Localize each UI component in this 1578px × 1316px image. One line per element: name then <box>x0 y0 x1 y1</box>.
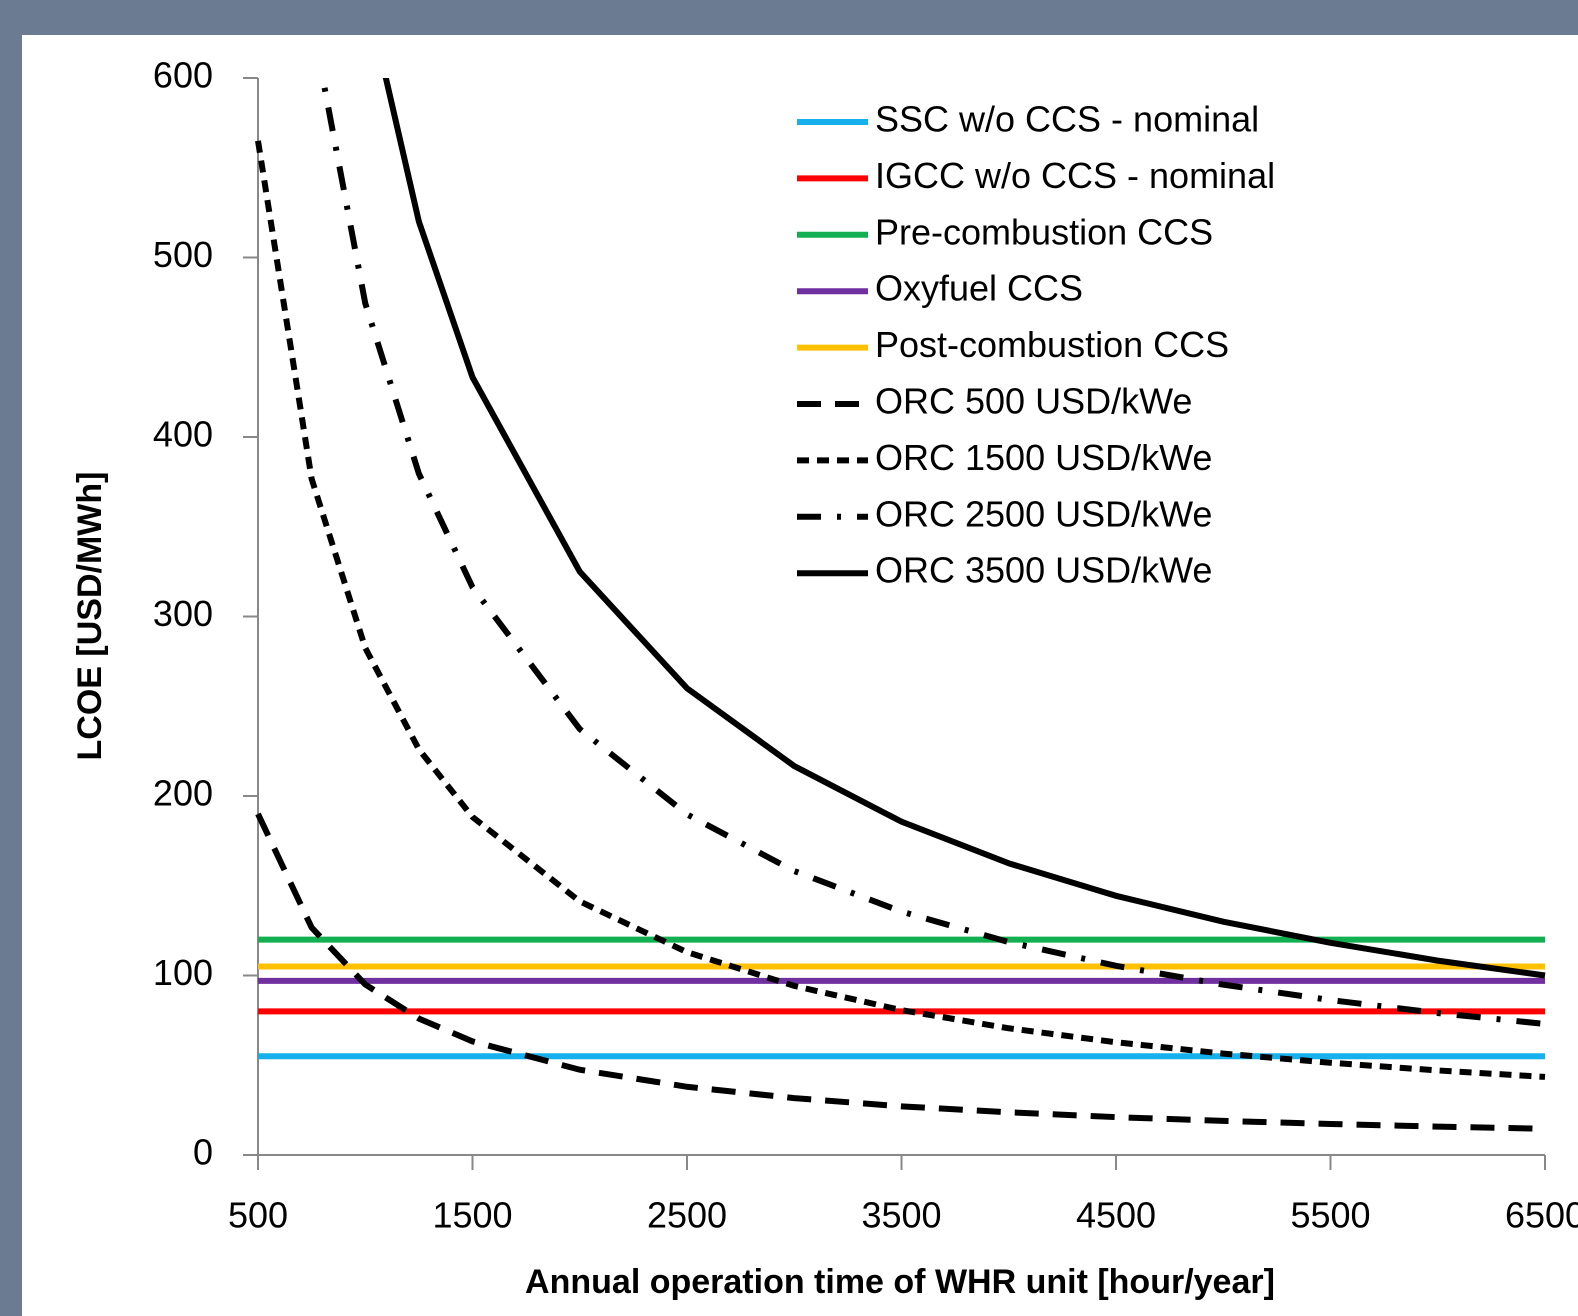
x-tick-label: 2500 <box>647 1195 727 1236</box>
x-tick-label: 6500 <box>1505 1195 1578 1236</box>
legend-label: ORC 2500 USD/kWe <box>875 493 1212 534</box>
legend-label: Oxyfuel CCS <box>875 268 1083 309</box>
x-axis-title: Annual operation time of WHR unit [hour/… <box>525 1263 1275 1301</box>
y-tick-label: 400 <box>153 414 213 455</box>
legend-label: Post-combustion CCS <box>875 324 1229 365</box>
y-tick-label: 600 <box>153 55 213 96</box>
y-tick-label: 500 <box>153 234 213 275</box>
series-line <box>382 78 1546 979</box>
series-line <box>255 140 1546 1080</box>
x-tick-label: 1500 <box>432 1195 512 1236</box>
panel <box>22 35 1578 1316</box>
legend-label: ORC 3500 USD/kWe <box>875 550 1212 591</box>
x-tick-label: 4500 <box>1076 1195 1156 1236</box>
x-tick-label: 5500 <box>1290 1195 1370 1236</box>
y-tick-label: 0 <box>193 1132 213 1173</box>
series-line <box>255 812 1546 1132</box>
legend-label: ORC 500 USD/kWe <box>875 381 1192 422</box>
y-tick-label: 300 <box>153 593 213 634</box>
plot-area <box>255 78 1546 1132</box>
y-tick-label: 200 <box>153 773 213 814</box>
legend-label: ORC 1500 USD/kWe <box>875 437 1212 478</box>
x-tick-label: 3500 <box>861 1195 941 1236</box>
legend-label: IGCC w/o CCS - nominal <box>875 155 1275 196</box>
legend-label: SSC w/o CCS - nominal <box>875 99 1259 140</box>
y-axis-title: LCOE [USD/MWh] <box>71 472 109 761</box>
x-tick-label: 500 <box>228 1195 288 1236</box>
legend-label: Pre-combustion CCS <box>875 211 1213 252</box>
series-line <box>319 78 1546 1027</box>
y-tick-label: 100 <box>153 952 213 993</box>
